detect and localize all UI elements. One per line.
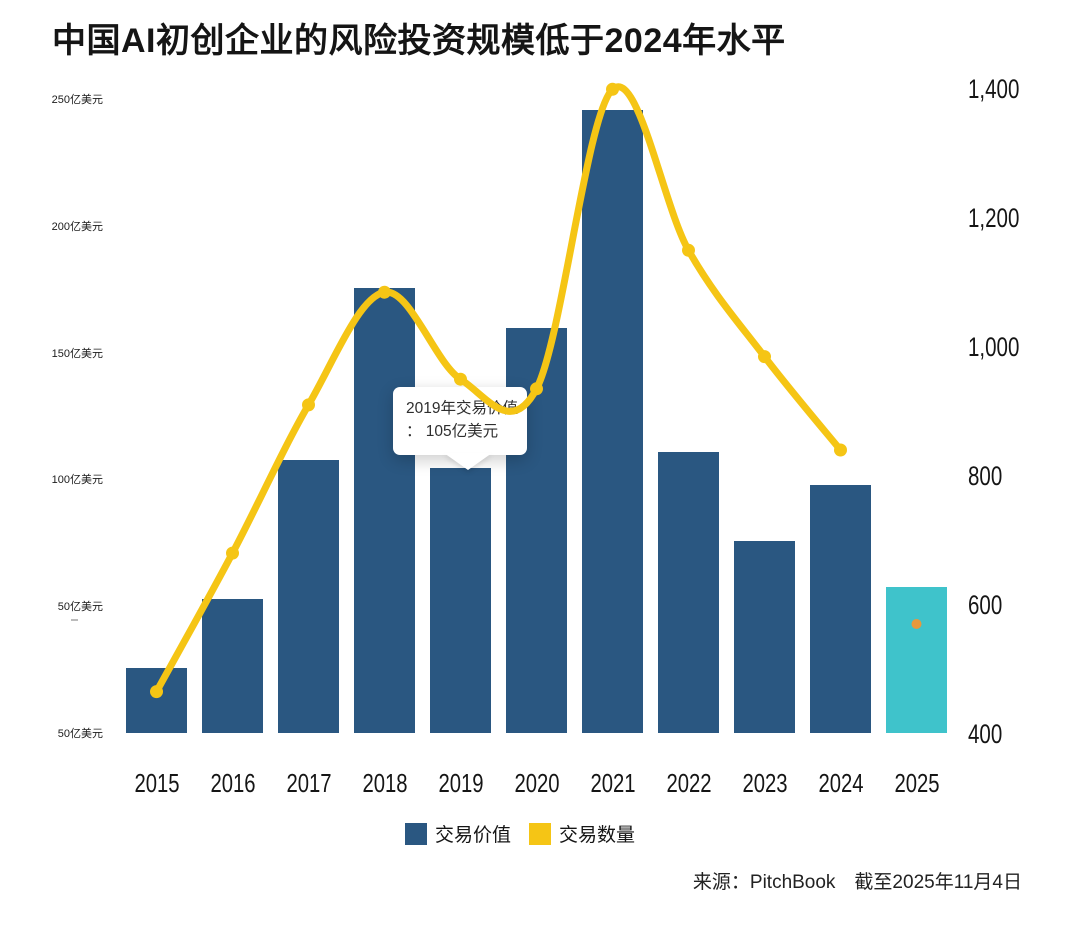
bar-2022[interactable]: [658, 452, 719, 734]
x-axis-label-2018: 2018: [361, 768, 408, 798]
line-point-2023[interactable]: [758, 350, 771, 364]
line-point-2016[interactable]: [226, 546, 239, 560]
left-axis-tick-0: 50亿美元: [57, 727, 103, 740]
right-axis-tick-800: 800: [968, 460, 1003, 491]
deal-value-swatch-icon: [404, 822, 427, 845]
tooltip-caret-icon: [444, 453, 492, 470]
legend-label-deal-count: 交易数量: [559, 825, 636, 846]
left-axis-tick-50: 50亿美元: [57, 600, 103, 613]
legend: 交易价值 交易数量: [0, 820, 1060, 847]
right-axis-tick-600: 600: [968, 589, 1003, 620]
deal-count-swatch-icon: [529, 822, 551, 845]
x-axis-label-2025: 2025: [893, 768, 940, 798]
bar-2018[interactable]: [354, 287, 415, 734]
chart-title: 中国AI初创企业的风险投资规模低于2024年水平: [52, 22, 786, 60]
bar-2017[interactable]: [278, 459, 339, 734]
tooltip-2019: 2019年交易价值 ： 105亿美元: [393, 387, 527, 470]
legend-label-deal-value: 交易价值: [434, 825, 511, 846]
left-axis-tick-200: 200亿美元: [51, 220, 103, 233]
bar-2021[interactable]: [582, 110, 643, 734]
left-axis-tick-250: 250亿美元: [51, 94, 103, 107]
legend-item-deal-value[interactable]: 交易价值: [404, 820, 511, 847]
x-axis-label-2021: 2021: [589, 768, 636, 798]
line-point-2024[interactable]: [834, 443, 847, 457]
legend-item-deal-count[interactable]: 交易数量: [529, 820, 635, 847]
bar-2025[interactable]: [886, 586, 947, 734]
line-point-2022[interactable]: [682, 243, 695, 257]
line-point-2019[interactable]: [454, 372, 467, 386]
line-point-2017[interactable]: [302, 398, 315, 412]
x-axis-label-2019: 2019: [437, 768, 484, 798]
right-axis-tick-400: 400: [968, 718, 1003, 749]
left-axis-tick-150: 150亿美元: [51, 347, 103, 360]
x-axis-label-2020: 2020: [513, 768, 560, 798]
bar-2023[interactable]: [734, 540, 795, 734]
bar-2016[interactable]: [202, 599, 263, 734]
x-axis-label-2016: 2016: [209, 768, 256, 798]
right-axis-tick-1200: 1,200: [968, 203, 1020, 234]
source-attribution: 来源：PitchBook 截至2025年11月4日: [692, 872, 1022, 893]
x-axis-label-2024: 2024: [817, 768, 864, 798]
bar-2015[interactable]: [126, 667, 187, 734]
left-axis-tick-100: 100亿美元: [51, 474, 103, 487]
x-axis-label-2023: 2023: [741, 768, 788, 798]
x-axis-label-2022: 2022: [665, 768, 712, 798]
right-axis-tick-1000: 1,000: [968, 331, 1020, 362]
bar-2019[interactable]: [430, 467, 491, 734]
right-axis-tick-1400: 1,400: [968, 74, 1020, 105]
bar-2024[interactable]: [810, 485, 871, 734]
tooltip-line-1: 2019年交易价值: [406, 400, 518, 417]
x-axis-label-2015: 2015: [133, 768, 180, 798]
line-point-2021[interactable]: [606, 82, 619, 96]
x-axis-label-2017: 2017: [285, 768, 332, 798]
tooltip-line-2: ： 105亿美元: [406, 423, 499, 440]
stray-tick-mark: [71, 619, 78, 621]
